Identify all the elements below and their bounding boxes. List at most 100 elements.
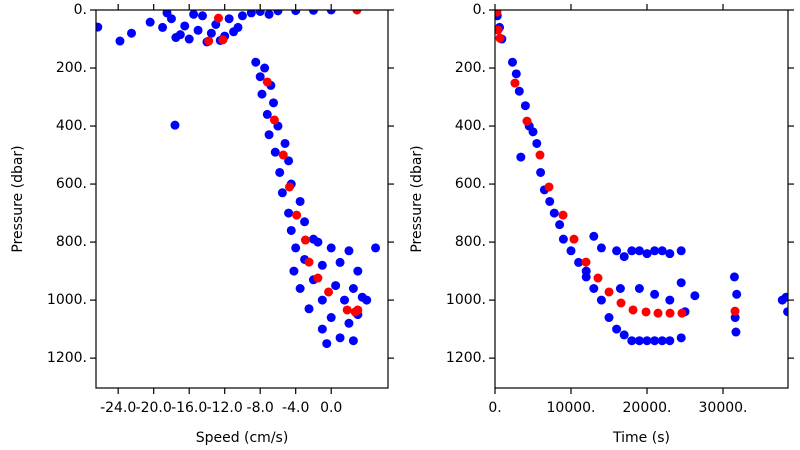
- point: [566, 246, 576, 256]
- point: [145, 17, 155, 27]
- point: [251, 57, 261, 67]
- y-tick-label: 1000.: [47, 292, 87, 308]
- point: [371, 243, 381, 253]
- y-tick-label: 1000.: [446, 292, 486, 308]
- point: [352, 10, 362, 15]
- point: [326, 313, 336, 323]
- point: [650, 289, 660, 299]
- point: [269, 115, 279, 125]
- y-axis-label: Pressure (dbar): [10, 145, 26, 252]
- panel: 0.200.400.600.800.1000.1200.-24.0 -20.0 -1…: [10, 2, 394, 446]
- y-axis-label: Pressure (dbar): [409, 145, 425, 252]
- y-tick-label: 800.: [455, 234, 486, 250]
- point: [115, 36, 125, 46]
- point: [269, 98, 279, 108]
- point: [657, 246, 667, 256]
- point: [535, 150, 545, 160]
- points: [96, 10, 381, 349]
- point: [184, 34, 194, 44]
- point: [291, 243, 301, 253]
- point: [260, 63, 270, 73]
- x-tick-label: -8.0: [247, 400, 274, 416]
- point: [641, 307, 651, 317]
- point: [284, 156, 294, 166]
- point: [344, 318, 354, 328]
- point: [262, 109, 272, 119]
- y-tick-label: 200.: [56, 60, 87, 76]
- y-tick-label: 400.: [455, 118, 486, 134]
- point: [581, 257, 591, 267]
- point: [304, 257, 314, 267]
- x-axis-label: Speed (cm/s): [196, 430, 289, 446]
- point: [634, 246, 644, 256]
- point: [262, 77, 272, 87]
- x-tick-label: 30000.: [699, 400, 748, 416]
- y-tick-label: 600.: [455, 176, 486, 192]
- point: [520, 101, 530, 111]
- x-tick-label: 0.: [488, 400, 501, 416]
- point: [495, 33, 505, 43]
- point: [574, 257, 584, 267]
- point: [642, 249, 652, 259]
- point: [171, 33, 181, 43]
- point: [615, 283, 625, 293]
- point: [273, 10, 283, 16]
- point: [730, 306, 740, 316]
- x-tick-label: -16.0: [171, 400, 207, 416]
- point: [313, 237, 323, 247]
- point: [300, 235, 310, 245]
- point: [558, 210, 568, 220]
- point: [275, 167, 285, 177]
- point: [665, 295, 675, 305]
- point: [326, 10, 336, 15]
- x-tick-label: 0.0: [320, 400, 342, 416]
- point: [331, 281, 341, 291]
- point: [342, 305, 352, 315]
- point: [291, 10, 301, 16]
- point: [777, 295, 787, 305]
- point: [317, 260, 327, 270]
- point: [213, 13, 223, 23]
- point: [642, 336, 652, 346]
- point: [604, 287, 614, 297]
- point: [532, 138, 542, 148]
- y-tick-label: 200.: [455, 60, 486, 76]
- point: [732, 289, 742, 299]
- point: [589, 283, 599, 293]
- panel: 0. 200. 400. 600. 800. 1000. 1200. 0. 10000. 2000…: [409, 2, 794, 446]
- point: [264, 10, 274, 19]
- point: [295, 283, 305, 293]
- point: [634, 283, 644, 293]
- point: [627, 336, 637, 346]
- x-tick-label: -4.0: [282, 400, 309, 416]
- x-tick-label: 20000.: [623, 400, 672, 416]
- x-tick-label: -12.0: [207, 400, 243, 416]
- point: [495, 10, 502, 17]
- point: [313, 273, 323, 283]
- point: [257, 89, 267, 99]
- point: [627, 246, 637, 256]
- point: [514, 86, 524, 96]
- point: [127, 28, 137, 38]
- point: [634, 336, 644, 346]
- point: [278, 150, 288, 160]
- point: [233, 22, 243, 32]
- point: [616, 298, 626, 308]
- point: [628, 305, 638, 315]
- point: [335, 333, 345, 343]
- point: [665, 308, 675, 318]
- point: [284, 208, 294, 218]
- point: [308, 10, 318, 15]
- y-tick-label: 1200.: [446, 350, 486, 366]
- point: [324, 287, 334, 297]
- point: [581, 272, 591, 282]
- point: [653, 308, 663, 318]
- point: [676, 278, 686, 288]
- point: [510, 78, 520, 88]
- point: [198, 11, 208, 21]
- point: [665, 336, 675, 346]
- point: [650, 246, 660, 256]
- point: [246, 10, 256, 18]
- point: [218, 35, 228, 45]
- point: [158, 22, 168, 32]
